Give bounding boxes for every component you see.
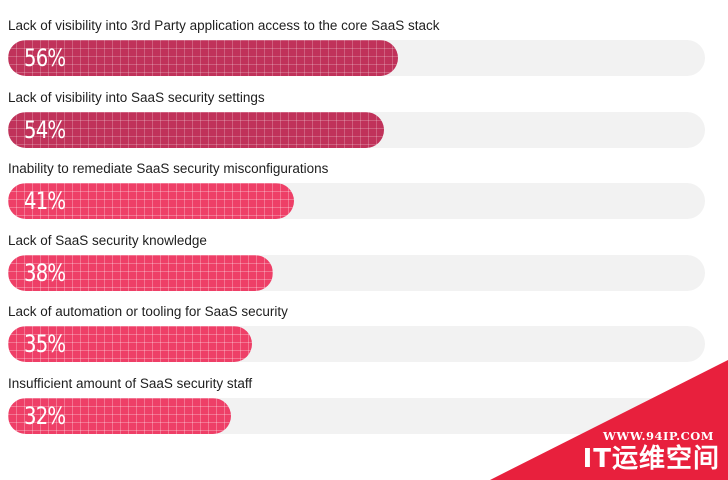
bar <box>8 111 384 148</box>
bar <box>8 397 231 434</box>
category-label: Insufficient amount of SaaS security sta… <box>8 375 253 391</box>
category-label: Lack of visibility into 3rd Party applic… <box>8 18 440 33</box>
category-label: Inability to remediate SaaS security mis… <box>8 161 329 176</box>
category-label: Lack of visibility into SaaS security se… <box>8 89 265 105</box>
value-label: 41% <box>24 187 66 215</box>
bar <box>8 183 294 219</box>
bar <box>8 254 273 291</box>
value-label: 54% <box>24 115 66 144</box>
bar <box>8 326 252 362</box>
value-label: 38% <box>24 258 66 287</box>
value-label: 56% <box>24 44 66 72</box>
watermark-brand: IT运维空间 <box>582 444 720 474</box>
value-label: 35% <box>24 330 66 358</box>
value-label: 32% <box>24 401 66 430</box>
category-label: Lack of SaaS security knowledge <box>8 232 207 248</box>
watermark-url: WWW.94IP.COM <box>603 429 714 443</box>
category-label: Lack of automation or tooling for SaaS s… <box>8 304 288 319</box>
bar <box>8 40 398 76</box>
